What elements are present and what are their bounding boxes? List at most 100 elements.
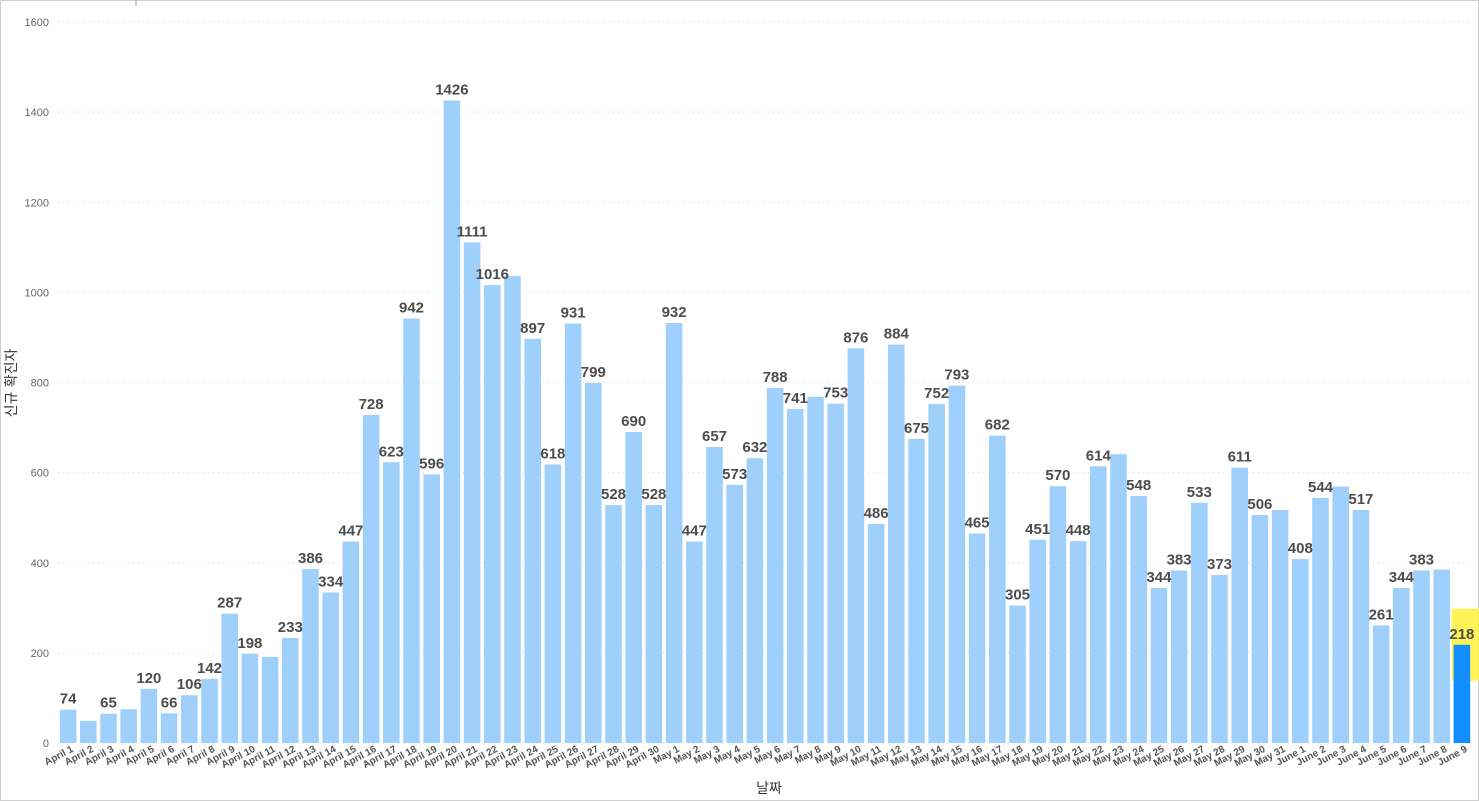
- data-label: 682: [985, 417, 1010, 434]
- data-label: 120: [136, 670, 161, 687]
- bar[interactable]: [1211, 574, 1228, 743]
- bar[interactable]: [463, 242, 481, 743]
- bar[interactable]: [160, 713, 178, 743]
- data-label: 623: [379, 443, 404, 460]
- bar[interactable]: [282, 638, 299, 743]
- bar[interactable]: [221, 613, 238, 743]
- data-label: 741: [783, 390, 808, 407]
- bar[interactable]: [140, 688, 158, 743]
- bar[interactable]: [1271, 510, 1289, 743]
- bar[interactable]: [423, 474, 440, 743]
- bar[interactable]: [989, 435, 1006, 743]
- bar[interactable]: [1332, 486, 1349, 743]
- bar[interactable]: [342, 541, 360, 743]
- data-label: 465: [965, 514, 990, 531]
- bar[interactable]: [1029, 539, 1046, 743]
- bar[interactable]: [443, 100, 461, 743]
- bar[interactable]: [1352, 510, 1370, 743]
- bar[interactable]: [362, 414, 380, 743]
- bar[interactable]: [484, 285, 501, 743]
- y-tick-label: 0: [43, 738, 49, 750]
- bar[interactable]: [1009, 605, 1026, 743]
- bar[interactable]: [766, 387, 784, 743]
- data-label: 66: [161, 694, 178, 711]
- bar[interactable]: [403, 318, 420, 743]
- bar[interactable]: [59, 709, 77, 743]
- bar[interactable]: [1312, 497, 1329, 743]
- bar[interactable]: [686, 541, 703, 743]
- bar[interactable]: [645, 505, 663, 743]
- bar[interactable]: [746, 458, 764, 743]
- data-label: 451: [1025, 521, 1050, 538]
- bar[interactable]: [383, 462, 400, 743]
- bar[interactable]: [928, 404, 945, 743]
- data-label: 486: [864, 505, 889, 522]
- bar[interactable]: [544, 464, 562, 743]
- bar[interactable]: [1150, 587, 1168, 743]
- bar[interactable]: [625, 432, 642, 743]
- bar[interactable]: [888, 344, 905, 743]
- bar[interactable]: [322, 592, 339, 743]
- data-label: 287: [217, 595, 242, 612]
- bar[interactable]: [605, 505, 622, 743]
- data-label: 788: [763, 369, 788, 386]
- bar[interactable]: [1413, 570, 1430, 743]
- bar[interactable]: [867, 523, 885, 743]
- bar[interactable]: [1393, 587, 1410, 743]
- y-axis-title: 신규 확진자: [4, 348, 20, 417]
- bar[interactable]: [585, 382, 602, 743]
- bar[interactable]: [1292, 559, 1309, 743]
- data-label: 573: [722, 466, 747, 483]
- data-label: 793: [944, 367, 969, 384]
- data-label: 884: [884, 326, 910, 343]
- bar[interactable]: [1433, 569, 1450, 743]
- bar[interactable]: [1372, 625, 1390, 743]
- bar[interactable]: [827, 403, 844, 743]
- data-label: 408: [1288, 540, 1313, 557]
- bar[interactable]: [1049, 486, 1067, 743]
- bar[interactable]: [100, 713, 117, 743]
- data-label: 1016: [476, 266, 509, 283]
- bar[interactable]: [1170, 570, 1188, 743]
- bar[interactable]: [726, 484, 743, 743]
- bar[interactable]: [504, 276, 521, 743]
- bar[interactable]: [706, 446, 723, 743]
- data-label: 517: [1348, 491, 1373, 508]
- y-tick-label: 400: [31, 558, 49, 570]
- bar[interactable]: [1130, 496, 1147, 743]
- bar[interactable]: [302, 569, 319, 743]
- bar[interactable]: [1090, 466, 1107, 743]
- bar[interactable]: [1251, 514, 1269, 743]
- bar[interactable]: [120, 709, 137, 743]
- bar[interactable]: [524, 338, 541, 743]
- bar[interactable]: [665, 323, 683, 743]
- bar[interactable]: [787, 409, 804, 743]
- data-label: 447: [338, 523, 363, 540]
- bar[interactable]: [1110, 454, 1127, 743]
- bar[interactable]: [1069, 541, 1087, 743]
- bar[interactable]: [1191, 502, 1208, 743]
- bar[interactable]: [847, 348, 865, 743]
- bar[interactable]: [181, 695, 198, 743]
- bar[interactable]: [908, 438, 925, 743]
- data-label: 570: [1045, 467, 1070, 484]
- bar[interactable]: [564, 323, 582, 743]
- y-tick-label: 1000: [25, 287, 49, 299]
- data-label: 383: [1409, 551, 1434, 568]
- bar[interactable]: [968, 533, 986, 743]
- bar[interactable]: [1231, 467, 1248, 743]
- data-label: 373: [1207, 556, 1232, 573]
- bar[interactable]: [80, 720, 97, 743]
- bar[interactable]: [807, 396, 824, 743]
- data-label: 528: [601, 486, 626, 503]
- data-label: 753: [823, 385, 848, 402]
- bar[interactable]: [201, 679, 218, 743]
- bar[interactable]: [241, 653, 259, 743]
- bar[interactable]: [261, 656, 279, 743]
- y-tick-label: 1200: [25, 197, 49, 209]
- bar[interactable]: [1453, 644, 1471, 743]
- bar[interactable]: [948, 385, 966, 743]
- data-label: 942: [399, 300, 424, 317]
- y-tick-label: 1400: [25, 107, 49, 119]
